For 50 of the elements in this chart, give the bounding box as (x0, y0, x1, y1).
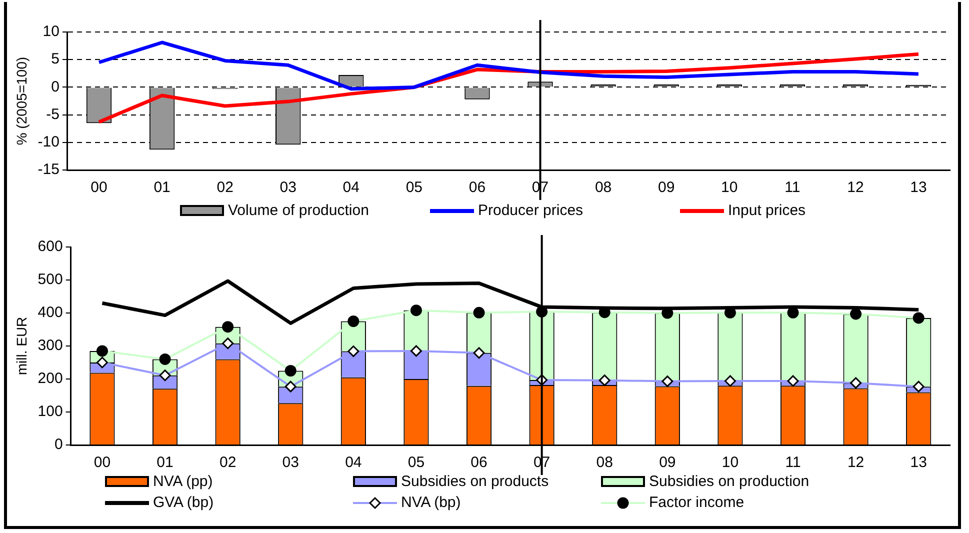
x-tick-label: 01 (154, 179, 170, 196)
x-tick-label: 09 (658, 179, 675, 196)
y-tick-label: 0 (51, 78, 60, 96)
x-tick-label: 04 (342, 179, 360, 196)
y-tick-label: 500 (38, 271, 63, 288)
x-tick-label: 13 (910, 179, 927, 196)
x-tick-label: 08 (594, 179, 612, 196)
y-axis-title: mill. EUR (13, 316, 30, 376)
x-tick-label: 11 (784, 179, 800, 196)
x-tick-label: 06 (470, 454, 488, 472)
x-tick-label: 13 (910, 454, 927, 472)
y-tick-label: -5 (46, 106, 60, 123)
legend-label: Subsidies on production (649, 473, 810, 490)
legend-label: Volume of production (228, 202, 369, 219)
x-tick-label: 03 (282, 454, 299, 472)
x-tick-label: 12 (847, 179, 864, 196)
x-tick-label: 02 (219, 454, 236, 472)
y-tick-label: -10 (38, 134, 60, 151)
x-tick-label: 10 (721, 179, 738, 196)
x-tick-label: 05 (406, 179, 423, 196)
y-tick-label: 5 (51, 50, 60, 68)
x-tick-label: 02 (216, 179, 234, 196)
y-tick-label: 600 (38, 238, 63, 256)
x-tick-label: 00 (90, 179, 108, 196)
x-tick-label: 09 (659, 454, 676, 472)
y-tick-label: 300 (38, 337, 63, 354)
x-tick-label: 03 (280, 179, 296, 196)
legend-label: Input prices (728, 202, 806, 219)
y-tick-label: 10 (42, 23, 60, 40)
x-tick-label: 04 (345, 454, 362, 472)
x-tick-label: 12 (847, 454, 864, 472)
y-tick-label: 200 (38, 370, 63, 388)
x-tick-label: 10 (722, 454, 739, 472)
x-tick-label: 01 (156, 454, 174, 472)
legend-label: GVA (bp) (153, 494, 214, 511)
x-tick-label: 00 (94, 454, 111, 472)
y-tick-label: 100 (38, 403, 63, 420)
y-axis-title: % (2005=100) (13, 56, 30, 146)
x-tick-label: 05 (408, 454, 425, 472)
legend-label: Producer prices (478, 202, 584, 219)
y-tick-label: -15 (38, 161, 60, 178)
y-tick-label: 400 (38, 304, 63, 322)
legend-label: Subsidies on products (401, 473, 549, 490)
y-tick-label: 0 (54, 436, 63, 454)
x-tick-label: 06 (468, 179, 486, 196)
legend-label: NVA (pp) (153, 473, 213, 490)
x-tick-label: 08 (596, 454, 613, 472)
legend-label: NVA (bp) (401, 494, 461, 511)
x-tick-label: 11 (785, 454, 801, 472)
legend-label: Factor income (649, 494, 744, 511)
